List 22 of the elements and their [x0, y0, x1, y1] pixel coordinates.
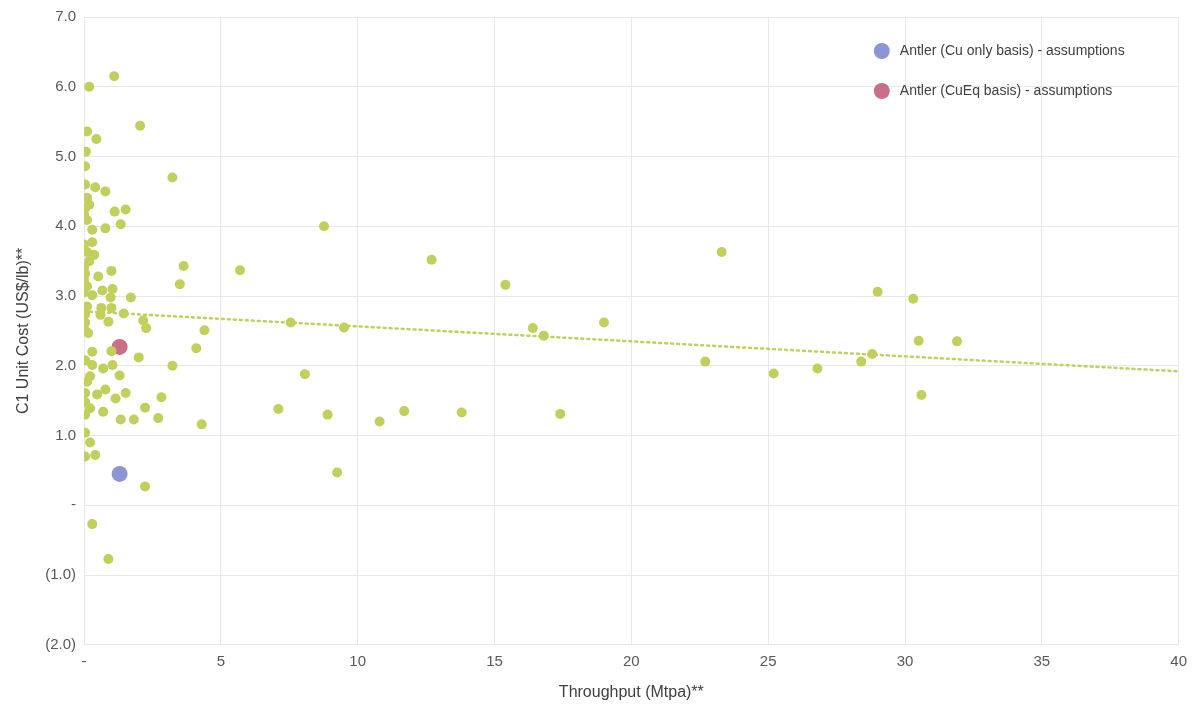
- legend-label: Antler (Cu only basis) - assumptions: [899, 41, 1125, 58]
- x-tick-label: 25: [759, 651, 777, 669]
- x-tick-label: 10: [349, 651, 367, 669]
- x-tick-label: 20: [623, 651, 640, 669]
- y-tick-label: 3.0: [55, 286, 77, 304]
- x-tick-label: 35: [1033, 651, 1051, 669]
- x-tick-label: 5: [216, 651, 226, 669]
- x-axis-title: Throughput (Mtpa)**: [558, 682, 704, 700]
- y-tick-label: (2.0): [45, 634, 77, 652]
- y-tick-label: 4.0: [55, 216, 77, 234]
- y-tick-label: 5.0: [55, 146, 77, 164]
- x-tick-label: 15: [486, 651, 503, 669]
- y-tick-label: (1.0): [45, 565, 77, 583]
- y-tick-label: 6.0: [55, 76, 77, 94]
- y-tick-label: -: [71, 495, 77, 513]
- x-tick-label: 30: [896, 651, 914, 669]
- legend-label: Antler (CuEq basis) - assumptions: [899, 81, 1113, 98]
- y-tick-label: 2.0: [55, 355, 77, 373]
- x-tick-label: 40: [1170, 651, 1187, 669]
- y-tick-label: 1.0: [55, 425, 77, 443]
- y-tick-label: 7.0: [55, 7, 77, 25]
- y-axis-title: C1 Unit Cost (US$/lb)**: [14, 247, 32, 415]
